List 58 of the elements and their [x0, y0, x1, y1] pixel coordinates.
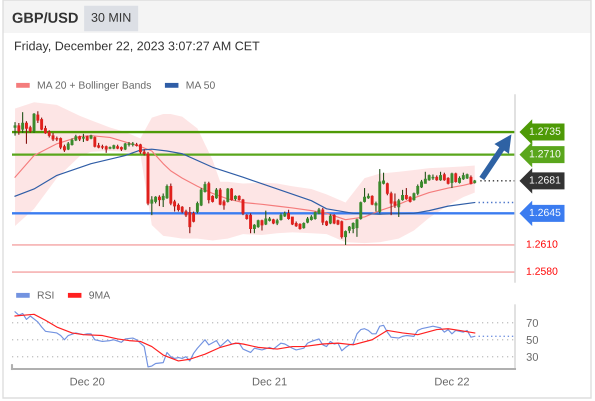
- candlestick: [393, 192, 396, 208]
- candlestick: [260, 219, 264, 232]
- candlestick: [21, 112, 24, 134]
- candlestick: [370, 194, 374, 206]
- x-tick-label: Dec 20: [70, 378, 104, 386]
- candlestick: [439, 171, 442, 182]
- candlestick: [287, 209, 290, 220]
- legend-label: 9MA: [89, 291, 110, 299]
- ref-line-label: 1.2580: [526, 267, 558, 275]
- legend-label: MA 50: [186, 81, 215, 89]
- candlestick: [252, 224, 256, 234]
- ref-line-label: 1.2645: [530, 208, 560, 216]
- candlestick: [14, 122, 16, 136]
- candlestick: [450, 172, 454, 189]
- candlestick: [24, 120, 28, 144]
- candlestick: [150, 196, 154, 216]
- candlestick: [59, 136, 62, 150]
- candlestick: [249, 212, 252, 234]
- candlestick: [397, 198, 400, 218]
- candlestick: [17, 122, 20, 136]
- text: 30 MIN: [91, 13, 130, 22]
- candlestick: [207, 181, 210, 204]
- candlestick: [469, 174, 472, 185]
- candlestick: [230, 187, 234, 202]
- candlestick: [242, 198, 244, 216]
- x-tick-label: Dec 22: [435, 378, 469, 386]
- ref-line-label: 1.2610: [526, 240, 558, 248]
- candlestick: [93, 136, 96, 148]
- candlestick: [264, 210, 268, 226]
- y-tick-label: 50: [526, 336, 538, 344]
- y-tick-label: 70: [526, 319, 538, 327]
- candlestick: [321, 207, 324, 226]
- candlestick: [192, 210, 196, 223]
- legend-label: RSI: [38, 291, 54, 299]
- candlestick: [344, 230, 348, 246]
- candlestick: [424, 171, 427, 184]
- candlestick: [332, 214, 336, 225]
- candlestick: [188, 206, 192, 234]
- ref-line-label: 1.2710: [530, 150, 560, 158]
- ref-line-label: 1.2681: [530, 176, 560, 184]
- candlestick: [340, 220, 344, 240]
- candlestick: [226, 187, 230, 204]
- ref-line-label: 1.2735: [530, 127, 560, 135]
- candlestick: [328, 214, 332, 225]
- chart-subtitle: Friday, December 22, 2023 3:07:27 AM CET: [15, 41, 260, 53]
- candlestick: [218, 187, 222, 206]
- candlestick: [32, 112, 36, 134]
- candlestick: [356, 218, 358, 238]
- candlestick: [352, 222, 355, 234]
- candlestick: [214, 187, 218, 200]
- chart-title: GBP/USD: [12, 12, 78, 24]
- candlestick: [454, 172, 458, 184]
- candlestick: [158, 194, 161, 207]
- candlestick: [138, 143, 142, 154]
- legend-label: MA 20 + Bollinger Bands: [38, 81, 151, 91]
- x-tick-label: Dec 21: [252, 378, 287, 386]
- candlestick: [404, 187, 408, 200]
- y-tick-label: 30: [526, 352, 538, 361]
